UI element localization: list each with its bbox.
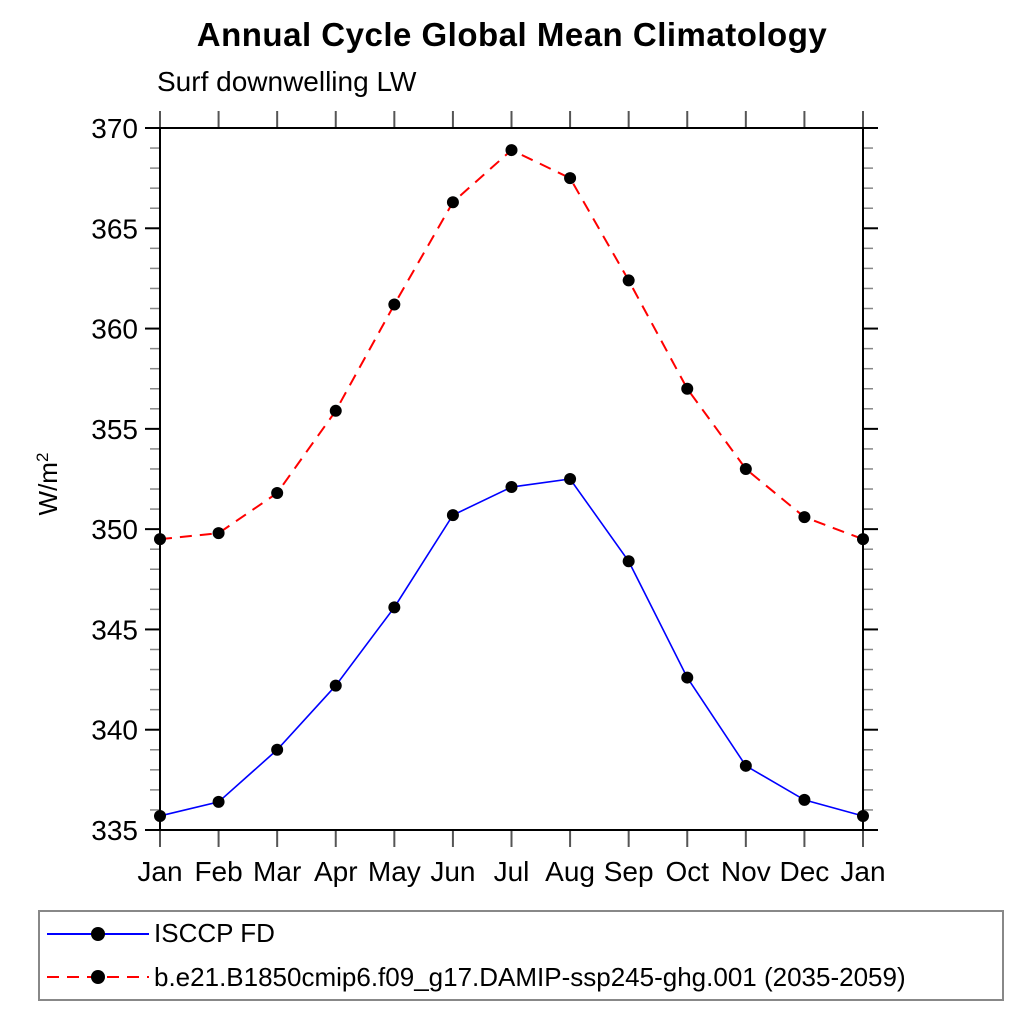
data-point <box>271 743 284 756</box>
legend-item-model: b.e21.B1850cmip6.f09_g17.DAMIP-ssp245-gh… <box>45 960 1002 994</box>
data-point <box>154 809 166 822</box>
y-tick-label: 345 <box>91 614 138 645</box>
plot-area: Jan Feb Mar Apr May Jun Jul Aug Sep Oct Nov Dec Jan 3… <box>33 111 886 887</box>
data-point <box>388 298 401 311</box>
data-point <box>857 809 869 822</box>
data-point <box>681 382 694 395</box>
data-point <box>622 555 635 568</box>
data-point <box>564 473 577 485</box>
plot-frame <box>159 127 864 831</box>
data-point <box>329 679 342 692</box>
y-tick-label: 350 <box>91 514 138 545</box>
series-line-0 <box>159 478 864 817</box>
x-tick-label: Nov <box>721 856 771 887</box>
dashed-line-dot-marker-icon <box>47 970 149 985</box>
y-tick-label: 370 <box>91 113 138 144</box>
data-point <box>739 462 752 475</box>
data-point <box>798 793 811 806</box>
x-tick-label: Jan <box>137 856 182 887</box>
legend-dot-icon <box>91 926 105 941</box>
x-tick-label: Oct <box>665 856 709 887</box>
y-tick-label: 360 <box>91 314 138 345</box>
y-axis-title: W/m2 <box>33 453 63 516</box>
data-point <box>329 404 342 417</box>
legend-dot-icon <box>91 970 105 985</box>
y-tick-label: 335 <box>91 815 138 846</box>
data-point <box>212 795 225 808</box>
legend-label-isccp-fd: ISCCP FD <box>154 918 275 949</box>
x-tick-label: Aug <box>545 856 595 887</box>
y-tick-label: 340 <box>91 715 138 746</box>
y-tick-label: 365 <box>91 213 138 244</box>
x-tick-label: Jul <box>494 856 530 887</box>
data-point <box>798 511 811 524</box>
chart-title: Annual Cycle Global Mean Climatology <box>196 16 828 53</box>
data-point <box>739 759 752 772</box>
chart-subtitle: Surf downwelling LW <box>157 66 417 97</box>
x-tick-label: Dec <box>780 856 830 887</box>
data-point <box>212 527 225 540</box>
x-tick-label: Apr <box>314 856 358 887</box>
data-point <box>857 533 869 546</box>
line-dot-marker-icon <box>47 926 149 941</box>
data-point <box>446 509 459 522</box>
series-line-1 <box>159 148 864 541</box>
data-point <box>505 481 518 494</box>
data-point <box>271 487 284 500</box>
legend-label-model: b.e21.B1850cmip6.f09_g17.DAMIP-ssp245-gh… <box>154 961 906 992</box>
data-point <box>622 274 635 287</box>
legend-item-isccp-fd: ISCCP FD <box>45 917 1002 951</box>
x-tick-label: Jan <box>840 856 885 887</box>
data-point <box>388 601 401 614</box>
x-tick-label: Mar <box>253 856 301 887</box>
data-point <box>446 196 459 209</box>
data-point <box>681 671 694 684</box>
x-tick-label: Feb <box>194 856 242 887</box>
x-tick-label: Sep <box>604 856 654 887</box>
x-tick-label: Jun <box>430 856 475 887</box>
data-point <box>505 144 518 157</box>
legend-box: ISCCP FD b.e21.B1850cmip6.f09_g17.DAMIP-… <box>38 910 1004 1001</box>
y-tick-label: 355 <box>91 414 138 445</box>
x-tick-label: May <box>368 856 421 887</box>
data-point <box>154 533 166 546</box>
data-point <box>564 172 577 185</box>
